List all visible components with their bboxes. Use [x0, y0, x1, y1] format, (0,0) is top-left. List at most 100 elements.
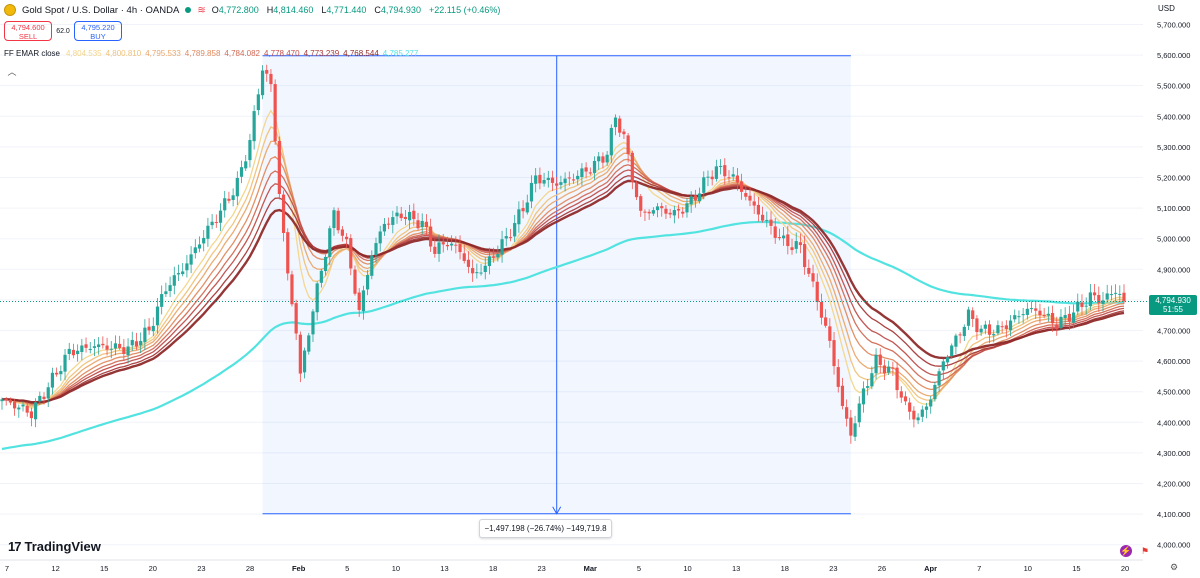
candle-body: [1084, 305, 1088, 307]
candle-body: [260, 70, 265, 96]
candle-body: [126, 346, 130, 356]
candle-body: [718, 165, 723, 167]
tradingview-mark-icon: 17: [8, 539, 22, 554]
candle-body: [542, 179, 546, 184]
candle-body: [1088, 292, 1092, 306]
candle-body: [773, 226, 777, 238]
candle-body: [307, 335, 311, 352]
candle-body: [857, 403, 861, 423]
time-tick-label: 23: [197, 564, 205, 573]
tradingview-logo[interactable]: 17 TradingView: [8, 539, 101, 554]
candle-body: [1034, 308, 1038, 311]
candle-body: [1021, 314, 1025, 316]
candle-body: [21, 404, 25, 407]
candle-body: [281, 194, 286, 233]
time-tick-label: Apr: [924, 564, 937, 573]
candle-body: [958, 334, 962, 336]
candle-body: [151, 325, 155, 332]
time-tick-label: 10: [683, 564, 691, 573]
candle-body: [966, 309, 971, 326]
indicator-value: 4,768.544: [343, 49, 379, 58]
candle-body: [992, 334, 996, 336]
indicator-name: FF EMAR close: [4, 49, 61, 58]
symbol-title[interactable]: Gold Spot / U.S. Dollar · 4h · OANDA: [22, 4, 180, 16]
buy-label: BUY: [90, 32, 106, 41]
candle-body: [332, 210, 336, 229]
sell-price: 4,794.600: [11, 23, 45, 32]
indicator-value: 4,795.533: [145, 49, 181, 58]
indicator-value: 4,785.277: [382, 49, 419, 58]
candle-body: [34, 402, 38, 420]
candle-body: [706, 176, 710, 178]
candle-body: [954, 335, 958, 347]
price-tick-label: 4,100.000: [1157, 510, 1190, 519]
candle-body: [685, 203, 689, 213]
candle-body: [403, 216, 408, 220]
flag-icon[interactable]: ⚑: [1140, 546, 1150, 556]
candle-body: [118, 343, 122, 348]
candle-body: [25, 405, 29, 413]
candle-body: [181, 271, 185, 275]
current-price-tag: 4,794.930 51:55: [1149, 295, 1197, 315]
lightning-icon[interactable]: ⚡: [1120, 545, 1132, 557]
candle-body: [164, 291, 168, 295]
time-tick-label: 28: [246, 564, 254, 573]
candle-body: [853, 423, 857, 437]
candle-body: [38, 395, 42, 402]
candle-body: [319, 270, 323, 283]
candle-body: [1080, 302, 1084, 308]
candle-body: [529, 182, 534, 202]
price-tick-label: 5,100.000: [1157, 204, 1190, 213]
candle-body: [769, 219, 773, 226]
wave-icon: ≋: [197, 4, 206, 16]
candle-body: [845, 407, 849, 419]
candle-body: [479, 272, 483, 274]
measure-label[interactable]: −1,497.198 (−26.74%) −149,719.8: [479, 519, 612, 538]
candle-body: [824, 317, 828, 326]
candle-body: [811, 273, 815, 282]
candle-body: [1105, 293, 1109, 300]
buy-button[interactable]: 4,795.220 BUY: [74, 21, 122, 41]
candle-body: [239, 167, 244, 177]
candle-body: [298, 334, 302, 374]
candle-body: [786, 234, 790, 247]
candle-body: [647, 211, 651, 214]
candle-body: [626, 135, 630, 155]
candle-body: [13, 401, 17, 409]
price-tick-label: 4,500.000: [1157, 388, 1190, 397]
candle-body: [323, 256, 328, 272]
indicator-legend[interactable]: FF EMAR close 4,804.535 4,800.810 4,795.…: [4, 49, 418, 58]
candle-body: [996, 325, 1000, 334]
candle-body: [450, 243, 454, 246]
candle-body: [235, 177, 239, 197]
price-tick-label: 5,700.000: [1157, 20, 1190, 29]
candle-body: [8, 399, 13, 403]
collapse-legend-icon[interactable]: ︿: [7, 67, 17, 77]
candle-body: [391, 217, 395, 225]
candle-body: [576, 175, 580, 180]
candle-body: [634, 182, 639, 198]
settings-gear-icon[interactable]: ⚙: [1170, 562, 1179, 572]
candle-body: [836, 367, 840, 387]
candle-body: [252, 111, 256, 142]
trade-panel: 4,794.600 SELL 62.0 4,795.220 BUY: [4, 21, 122, 41]
candle-body: [681, 211, 685, 214]
candle-body: [294, 303, 298, 334]
candle-body: [1029, 308, 1034, 310]
candle-body: [651, 210, 655, 214]
candle-body: [92, 346, 97, 348]
candle-body: [1097, 295, 1101, 304]
candle-body: [374, 243, 378, 255]
candle-body: [244, 161, 248, 169]
candle-body: [903, 396, 908, 402]
price-tick-label: 4,300.000: [1157, 449, 1190, 458]
sell-button[interactable]: 4,794.600 SELL: [4, 21, 52, 41]
long-ema-line: [1, 220, 1124, 451]
candle-body: [790, 247, 794, 251]
candle-body: [424, 221, 429, 228]
candle-body: [815, 281, 819, 303]
candle-body: [1071, 312, 1076, 323]
candle-body: [546, 177, 550, 180]
